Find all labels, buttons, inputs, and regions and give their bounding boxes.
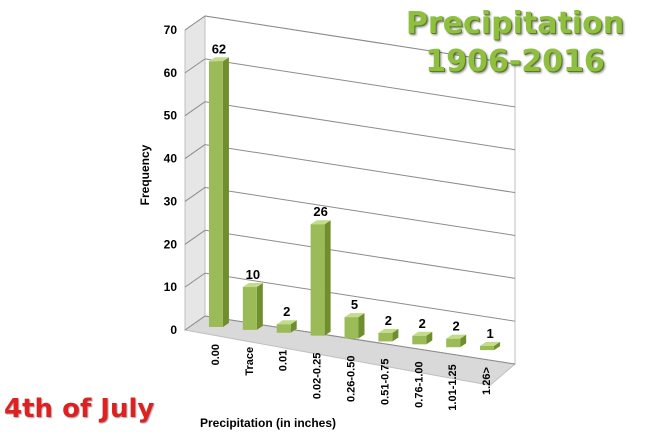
bar-group xyxy=(242,283,263,330)
bar-side xyxy=(392,328,399,342)
y-tick-label: 70 xyxy=(164,23,178,37)
gridline xyxy=(204,229,516,279)
data-label: 1 xyxy=(486,326,493,341)
bar-side xyxy=(324,220,331,336)
bar-top xyxy=(310,220,331,225)
gridline-side xyxy=(184,144,206,159)
x-tick-label: 1.01-1.25 xyxy=(447,364,459,410)
bar-top xyxy=(276,320,297,325)
data-label: 5 xyxy=(351,297,358,312)
bar xyxy=(344,317,359,339)
data-label: 2 xyxy=(419,316,426,331)
bar-group xyxy=(276,320,297,333)
data-label: 2 xyxy=(385,313,392,328)
bar-group xyxy=(412,331,433,345)
gridline xyxy=(204,58,516,108)
bar xyxy=(242,287,257,330)
data-label: 10 xyxy=(246,267,260,282)
gridline-side xyxy=(184,315,206,331)
gridline xyxy=(204,101,516,151)
gridline xyxy=(204,15,516,65)
bar xyxy=(310,224,325,336)
gridline-side xyxy=(184,229,206,245)
y-tick-label: 50 xyxy=(164,109,178,123)
bar-group xyxy=(378,328,399,342)
bar xyxy=(208,61,223,328)
x-tick-label: 0.02-0.25 xyxy=(312,353,324,399)
bar-side xyxy=(290,320,297,333)
gridline-side xyxy=(184,58,206,74)
bar-group xyxy=(310,220,331,336)
gridline-side xyxy=(184,101,206,117)
bar xyxy=(378,332,393,342)
bar-top xyxy=(208,57,229,62)
y-tick-label: 60 xyxy=(164,66,178,80)
x-tick-label: 0.01 xyxy=(278,350,290,371)
x-tick-label: 0.51-0.75 xyxy=(379,358,391,404)
bar-side xyxy=(256,283,263,330)
bar xyxy=(480,345,495,351)
chart-title-line-1: Precipitation xyxy=(405,6,625,41)
gridline-side xyxy=(184,15,206,31)
gridline-side xyxy=(184,187,206,202)
bar-group xyxy=(446,334,467,348)
x-tick-label: 0.00 xyxy=(210,344,222,365)
data-label: 26 xyxy=(313,204,327,219)
bar-side xyxy=(222,57,229,328)
bar xyxy=(412,335,427,345)
x-tick-label: 1.26> xyxy=(481,367,493,395)
bar-top xyxy=(446,334,467,339)
bar-top xyxy=(242,283,263,288)
bar xyxy=(276,324,291,333)
x-tick-label: 0.26-0.50 xyxy=(346,356,358,402)
side-wall xyxy=(184,15,206,331)
gridline xyxy=(204,144,516,194)
y-tick-label: 40 xyxy=(164,152,178,166)
bar-group xyxy=(208,57,229,328)
bar-top xyxy=(378,328,399,333)
bar-group xyxy=(344,313,365,339)
gridline xyxy=(204,186,516,236)
bar-top xyxy=(480,341,501,346)
y-tick-label: 0 xyxy=(170,323,177,337)
bar-side xyxy=(358,313,365,339)
data-label: 2 xyxy=(453,319,460,334)
x-tick-label: 0.76-1.00 xyxy=(413,361,425,407)
x-axis-label: Precipitation (in inches) xyxy=(200,416,337,430)
x-tick-label: Trace xyxy=(244,347,256,376)
gridline xyxy=(204,272,516,322)
bar-group xyxy=(480,341,501,351)
bar-top xyxy=(344,313,365,318)
bar-side xyxy=(460,334,467,348)
bar xyxy=(446,338,461,348)
bar-side xyxy=(494,341,501,351)
data-label: 62 xyxy=(212,41,226,56)
bar-side xyxy=(426,331,433,345)
bar-top xyxy=(412,331,433,336)
y-tick-label: 20 xyxy=(164,237,178,251)
gridline-side xyxy=(184,272,206,288)
data-label: 2 xyxy=(283,304,290,319)
y-tick-label: 10 xyxy=(164,280,178,294)
event-caption: 4th of July xyxy=(4,394,155,424)
y-axis-label: Frequency xyxy=(138,144,152,206)
chart-title-line-2: 1906-2016 xyxy=(425,44,605,79)
y-tick-label: 30 xyxy=(164,194,178,208)
